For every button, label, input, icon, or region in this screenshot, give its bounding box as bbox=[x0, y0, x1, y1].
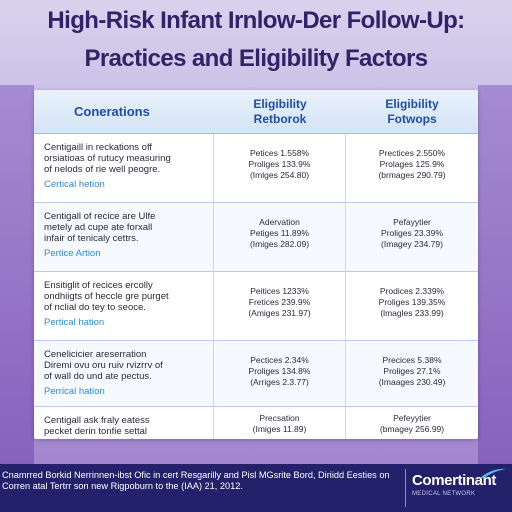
page-title: High-Risk Infant Irnlow-Der Follow-Up: P… bbox=[0, 6, 512, 74]
value-text: Petices 1.558% Proliges 133.9% (Imlges 2… bbox=[248, 148, 311, 180]
footer-text: Cnamrred Borkid Nerrinnen-ibst Ofic in c… bbox=[2, 470, 390, 491]
value-text: Precsation (Imiges 11.89) bbox=[252, 413, 307, 434]
row-description: Centigaill in reckations off orsiatioas … bbox=[44, 142, 171, 175]
value-text: Adervation Petiges 11.89% (Imiges 282.09… bbox=[249, 217, 310, 249]
row-value-col3: Precices 5.38% Proliges 27.1% (Imaages 2… bbox=[346, 341, 478, 406]
row-value-col3: Prectices 2.550% Prolages 125.9% (brmage… bbox=[346, 134, 478, 202]
table-row: Centigall ask fraly eatess pecket derin … bbox=[34, 407, 478, 439]
value-text: Pectices 2.34% Proliges 134.8% (Arriges … bbox=[248, 355, 311, 387]
table-row: Centigaill in reckations off orsiatioas … bbox=[34, 134, 478, 203]
left-panel-strip bbox=[0, 85, 34, 464]
row-description-cell: Ensitiglit of recices ercolly ondhiigts … bbox=[34, 272, 214, 340]
title-line-1: High-Risk Infant Irnlow-Der Follow-Up: bbox=[47, 7, 465, 34]
table-row: Ensitiglit of recices ercolly ondhiigts … bbox=[34, 272, 478, 341]
row-value-col3: Pefeyytier (bmagey 256.99) bbox=[346, 407, 478, 439]
row-description: Cenelicicier areserration Diremi ovu oru… bbox=[44, 349, 163, 382]
value-text: Pefeyytier (bmagey 256.99) bbox=[379, 413, 445, 434]
row-value-col3: Pefayytier Proliges 23.39% (Imagey 234.7… bbox=[346, 203, 478, 271]
row-value-col2: Pectices 2.34% Proliges 134.8% (Arriges … bbox=[214, 341, 346, 406]
row-value-col2: Petices 1.558% Proliges 133.9% (Imlges 2… bbox=[214, 134, 346, 202]
brand-name: Comertinant bbox=[412, 472, 496, 489]
row-value-col3: Prodices 2.339% Proliges 139.35% (lmagle… bbox=[346, 272, 478, 340]
footer-bar: Cnamrred Borkid Nerrinnen-ibst Ofic in c… bbox=[0, 464, 512, 512]
row-description: Centigall ask fraly eatess pecket derin … bbox=[44, 415, 150, 439]
row-value-col2: Adervation Petiges 11.89% (Imiges 282.09… bbox=[214, 203, 346, 271]
table-row: Centigall of recice are Ulfe metely ad c… bbox=[34, 203, 478, 272]
row-action-label: Pertice Artion bbox=[44, 248, 101, 259]
header-eligibility-2: Eligibility Fotwops bbox=[385, 96, 439, 126]
swoosh-icon bbox=[480, 468, 506, 478]
brand-logo: Comertinant MEDICAL NETWORK bbox=[406, 464, 512, 512]
row-description-cell: Centigall of recice are Ulfe metely ad c… bbox=[34, 203, 214, 271]
row-description: Centigall of recice are Ulfe metely ad c… bbox=[44, 211, 156, 244]
value-text: Pefayytier Proliges 23.39% (Imagey 234.7… bbox=[381, 217, 443, 249]
value-text: Prectices 2.550% Prolages 125.9% (brmage… bbox=[378, 148, 446, 180]
title-line-2: Practices and Eligibility Factors bbox=[84, 45, 429, 72]
value-text: Peitices 1233% Fretices 239.9% (Amiges 2… bbox=[248, 286, 311, 318]
row-action-label: Certical hetion bbox=[44, 179, 105, 190]
footer-divider bbox=[405, 469, 406, 507]
row-action-label: Pertical hation bbox=[44, 317, 105, 328]
row-value-col2: Precsation (Imiges 11.89) bbox=[214, 407, 346, 439]
table-row: Cenelicicier areserration Diremi ovu oru… bbox=[34, 341, 478, 407]
header-eligibility-1: Eligibility Retborok bbox=[253, 96, 307, 126]
right-panel-strip bbox=[478, 85, 512, 464]
row-description-cell: Centigall ask fraly eatess pecket derin … bbox=[34, 407, 214, 439]
value-text: Precices 5.38% Proliges 27.1% (Imaages 2… bbox=[378, 355, 446, 387]
header-considerations: Conerations bbox=[74, 104, 150, 119]
row-action-label: Perrical hation bbox=[44, 386, 105, 397]
row-value-col2: Peitices 1233% Fretices 239.9% (Amiges 2… bbox=[214, 272, 346, 340]
eligibility-table: Conerations Eligibility Retborok Eligibi… bbox=[34, 90, 478, 439]
row-description-cell: Centigaill in reckations off orsiatioas … bbox=[34, 134, 214, 202]
row-description: Ensitiglit of recices ercolly ondhiigts … bbox=[44, 280, 169, 313]
brand-tagline: MEDICAL NETWORK bbox=[412, 491, 476, 497]
row-description-cell: Cenelicicier areserration Diremi ovu oru… bbox=[34, 341, 214, 406]
table-header: Conerations Eligibility Retborok Eligibi… bbox=[34, 90, 478, 134]
value-text: Prodices 2.339% Proliges 139.35% (lmagle… bbox=[378, 286, 446, 318]
